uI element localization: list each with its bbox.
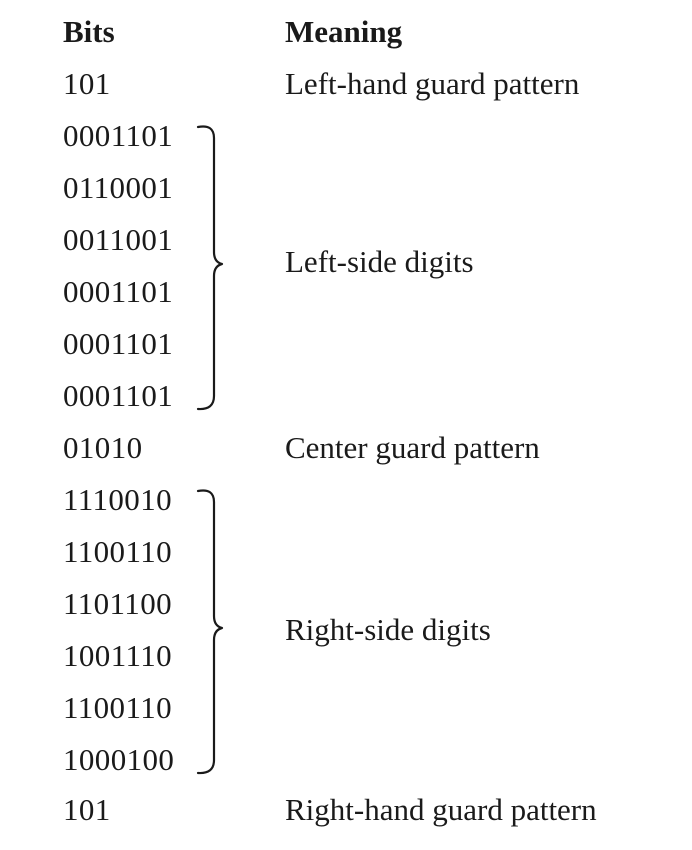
row-bits-left-digit-4: 0001101: [63, 274, 174, 309]
group-meaning-right-digits: Right-side digits: [285, 612, 491, 647]
column-header-meaning: Meaning: [285, 14, 403, 49]
row-bits-right-digit-3: 1101100: [63, 586, 172, 621]
row-bits-right-digit-1: 1110010: [63, 482, 172, 517]
row-bits-right-digit-5: 1100110: [63, 690, 172, 725]
group-meaning-left-digits: Left-side digits: [285, 244, 474, 279]
row-bits-center-guard: 01010: [63, 430, 143, 465]
row-bits-right-guard: 101: [63, 792, 111, 827]
row-bits-left-digit-3: 0011001: [63, 222, 174, 257]
row-bits-left-digit-6: 0001101: [63, 378, 174, 413]
row-bits-right-digit-6: 1000100: [63, 742, 175, 777]
row-meaning-center-guard: Center guard pattern: [285, 430, 540, 465]
column-header-bits: Bits: [63, 14, 115, 49]
row-bits-left-digit-5: 0001101: [63, 326, 174, 361]
left-digits-brace: [196, 125, 224, 411]
row-bits-right-digit-2: 1100110: [63, 534, 172, 569]
row-bits-left-digit-2: 0110001: [63, 170, 174, 205]
right-digits-brace: [196, 489, 224, 775]
row-bits-left-guard: 101: [63, 66, 111, 101]
row-bits-right-digit-4: 1001110: [63, 638, 172, 673]
row-meaning-right-guard: Right-hand guard pattern: [285, 792, 597, 827]
row-bits-left-digit-1: 0001101: [63, 118, 174, 153]
row-meaning-left-guard: Left-hand guard pattern: [285, 66, 580, 101]
